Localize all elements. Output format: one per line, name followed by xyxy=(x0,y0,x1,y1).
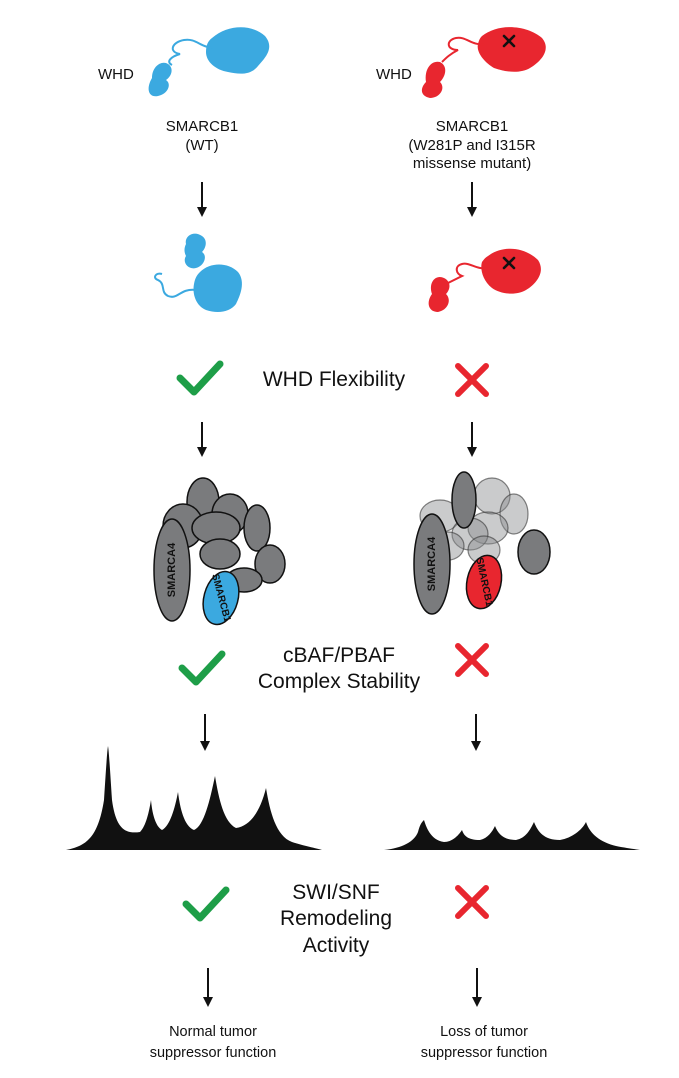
mutant-variant: (W281P and I315R missense mutant) xyxy=(408,137,536,172)
wt-smarcb1-extended xyxy=(148,27,270,97)
mutant-smarcb1-extended xyxy=(421,27,546,98)
wt-smarcb1-folded xyxy=(154,233,242,312)
cross-icon xyxy=(455,885,489,919)
mutant-whd-domain xyxy=(421,61,446,98)
wt-smarca4-subunit xyxy=(153,518,191,622)
criterion-remodeling-activity: SWI/SNF Remodeling Activity xyxy=(279,881,393,957)
mutant-whd-label: WHD xyxy=(376,66,412,83)
wt-accessibility-peaks xyxy=(66,746,322,850)
checkmark-icon xyxy=(182,886,230,922)
cross-icon xyxy=(455,643,489,677)
mutation-x-icon xyxy=(502,256,516,270)
mutant-outcome: Loss of tumor suppressor function xyxy=(420,1024,548,1062)
mutant-smarca4-subunit xyxy=(413,513,451,615)
mutant-baf-complex-disassembled xyxy=(413,471,551,615)
cross-icon xyxy=(455,363,489,397)
mutant-protein-name: SMARCB1 xyxy=(435,118,509,135)
mutant-accessibility-peaks xyxy=(384,820,640,850)
checkmark-icon xyxy=(178,650,226,686)
wt-whd-label: WHD xyxy=(98,66,134,83)
criterion-complex-stability: cBAF/PBAF Complex Stability xyxy=(257,644,421,694)
wt-variant: (WT) xyxy=(185,137,219,154)
wt-smarca4-label: SMARCA4 xyxy=(166,542,178,597)
wt-smarcb1-subunit xyxy=(202,570,240,626)
wt-whd-domain xyxy=(148,62,172,97)
mutant-smarca4-label: SMARCA4 xyxy=(426,536,438,591)
wt-baf-complex xyxy=(153,477,286,626)
mutation-x-icon xyxy=(502,34,516,48)
criterion-whd-flexibility: WHD Flexibility xyxy=(262,368,406,391)
mutant-smarcb1-folded xyxy=(428,248,541,312)
wt-protein-name: SMARCB1 xyxy=(165,118,239,135)
mutant-smarcb1-subunit xyxy=(465,554,503,610)
wt-outcome: Normal tumor suppressor function xyxy=(149,1024,277,1062)
checkmark-icon xyxy=(176,360,224,396)
